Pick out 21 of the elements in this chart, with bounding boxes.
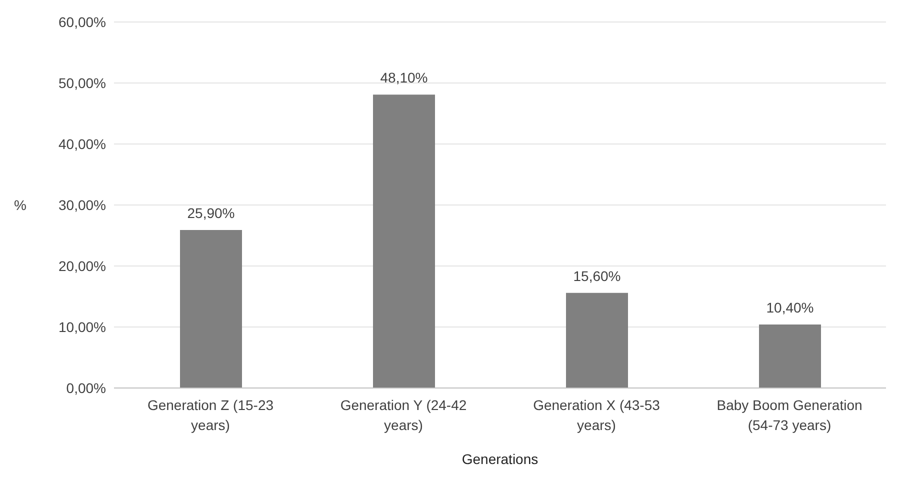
x-tick-label: Baby Boom Generation (54-73 years) — [716, 397, 862, 433]
x-tick-label: Generation Y (24-42 years) — [340, 397, 467, 433]
bar — [759, 324, 821, 388]
x-tick-label: Generation Z (15-23 years) — [147, 397, 274, 433]
data-label: 15,60% — [573, 268, 621, 284]
bar — [373, 94, 435, 388]
y-tick-label: 0,00% — [66, 380, 106, 396]
data-label: 48,10% — [380, 70, 428, 86]
bar — [180, 230, 242, 388]
y-tick-label: 20,00% — [58, 258, 106, 274]
y-axis-title: % — [14, 196, 26, 213]
y-tick-label: 40,00% — [58, 136, 106, 152]
x-axis-title: Generations — [462, 451, 538, 467]
y-tick-label: 10,00% — [58, 318, 106, 335]
data-label: 10,40% — [766, 300, 814, 316]
y-tick-label: 30,00% — [58, 196, 106, 213]
data-label: 25,90% — [187, 205, 235, 222]
x-tick-label: Generation X (43-53 years) — [533, 397, 660, 433]
y-tick-label: 60,00% — [58, 14, 106, 30]
bar — [566, 292, 628, 388]
y-tick-label: 50,00% — [58, 74, 106, 91]
